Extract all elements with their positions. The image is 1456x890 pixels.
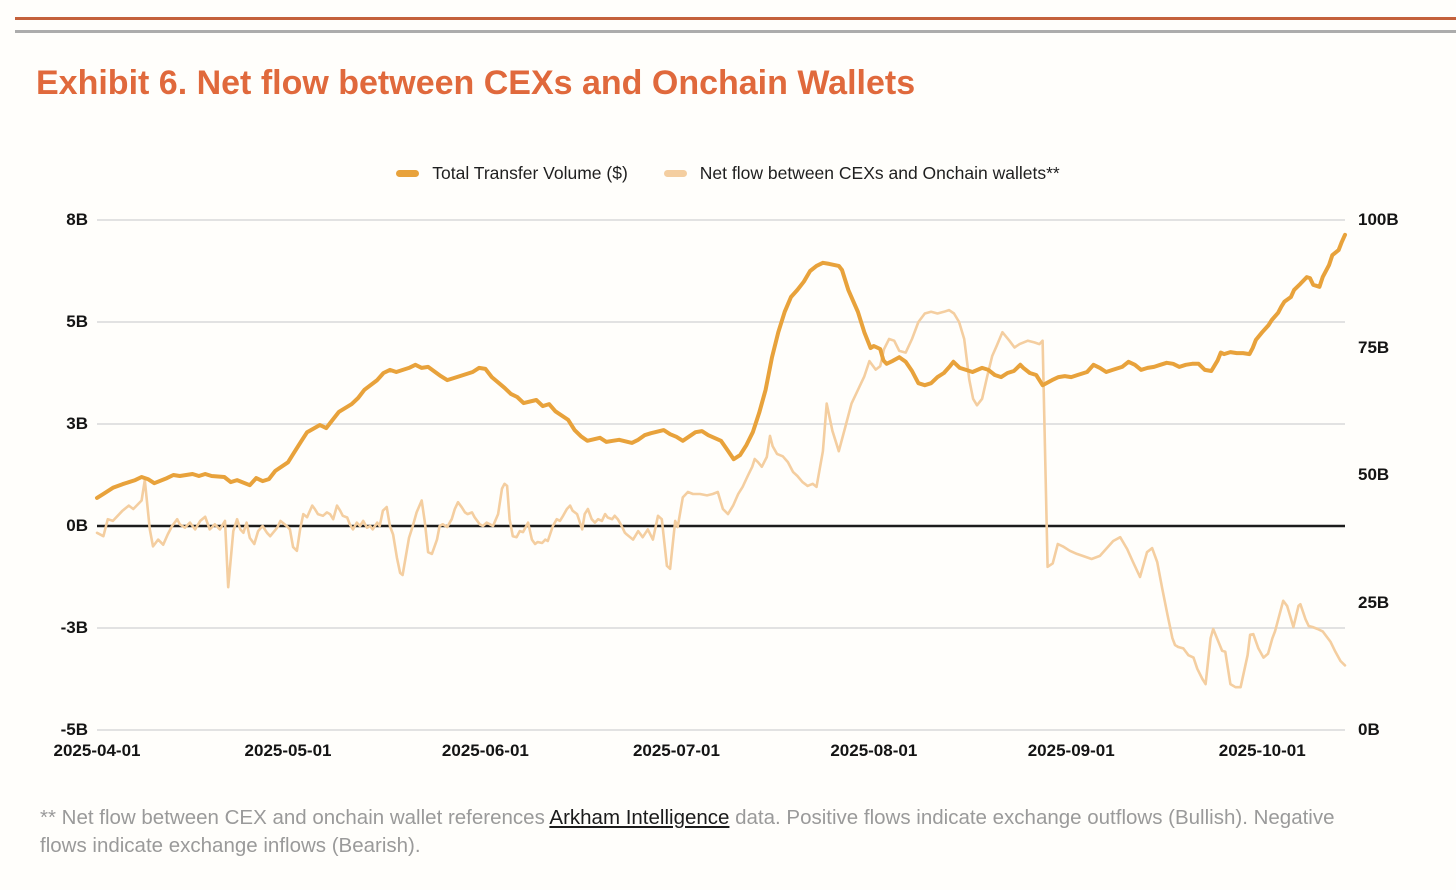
- left-axis-tick: -5B: [60, 720, 88, 739]
- x-axis-tick: 2025-08-01: [830, 741, 918, 760]
- x-axis-tick: 2025-06-01: [441, 741, 529, 760]
- right-axis-tick: 100B: [1358, 210, 1399, 229]
- left-axis-tick: -3B: [60, 618, 88, 637]
- netflow-line-series: [95, 308, 1347, 689]
- top-orange-rule: [15, 17, 1456, 20]
- horizontal-gridlines: [97, 219, 1345, 731]
- right-axis-tick: 0B: [1358, 720, 1380, 739]
- x-axis-tick: 2025-07-01: [632, 741, 720, 760]
- x-axis-tick: 2025-04-01: [53, 741, 141, 760]
- chart-legend: Total Transfer Volume ($) Net flow betwee…: [0, 163, 1456, 184]
- right-axis-tick: 50B: [1358, 465, 1390, 484]
- arkham-intelligence-link[interactable]: Arkham Intelligence: [549, 806, 730, 829]
- x-axis-tick: 2025-10-01: [1218, 741, 1306, 760]
- top-gray-rule: [15, 30, 1456, 33]
- legend-swatch-icon: [396, 170, 420, 177]
- legend-label: Net flow between CEXs and Onchain wallet…: [699, 163, 1060, 183]
- x-axis-tick: 2025-05-01: [244, 741, 332, 760]
- legend-item: Total Transfer Volume ($): [396, 163, 628, 184]
- left-axis-tick: 5B: [66, 312, 88, 331]
- left-axis-tick: 3B: [66, 414, 88, 433]
- left-axis-tick: 8B: [66, 210, 88, 229]
- volume-line-series: [95, 232, 1347, 500]
- footnote-prefix: ** Net flow between CEX and onchain wall…: [40, 806, 550, 829]
- legend-item: Net flow between CEXs and Onchain wallet…: [663, 163, 1060, 184]
- footnote-suffix: data. Positive flows indicate exchange o…: [40, 806, 1335, 857]
- chart-footnote: ** Net flow between CEX and onchain wall…: [40, 804, 1370, 860]
- left-axis-tick: 0B: [66, 516, 88, 535]
- legend-label: Total Transfer Volume ($): [432, 163, 628, 183]
- x-axis-tick: 2025-09-01: [1027, 741, 1115, 760]
- legend-swatch-icon: [663, 170, 687, 177]
- right-axis-tick: 25B: [1358, 592, 1390, 612]
- page-title: Exhibit 6. Net flow between CEXs and Onc…: [36, 64, 916, 102]
- right-axis-tick: 75B: [1358, 337, 1390, 357]
